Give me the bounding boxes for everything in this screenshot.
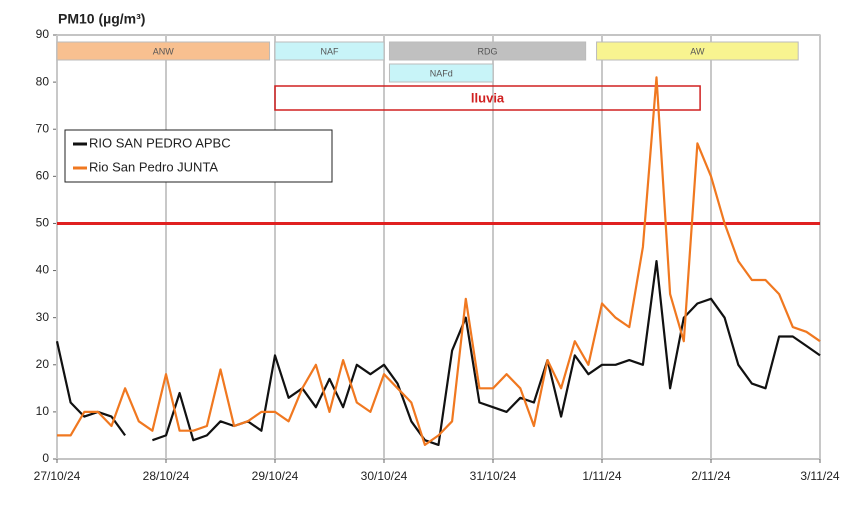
x-tick-label: 30/10/24 <box>361 469 408 483</box>
y-tick-label: 60 <box>36 169 50 183</box>
x-tick-label: 28/10/24 <box>143 469 190 483</box>
annotation-label: NAFd <box>430 68 453 78</box>
y-tick-label: 0 <box>42 451 49 465</box>
y-tick-label: 20 <box>36 357 50 371</box>
x-tick-label: 31/10/24 <box>470 469 517 483</box>
annotation-band <box>596 41 799 61</box>
annotation-band <box>56 41 271 61</box>
x-tick-label: 29/10/24 <box>252 469 299 483</box>
x-tick-label: 1/11/24 <box>582 469 621 483</box>
legend-label: Rio San Pedro JUNTA <box>89 159 218 174</box>
plot-area <box>56 34 821 460</box>
annotation-label: ANW <box>153 46 175 56</box>
annotation-label: RDG <box>478 46 498 56</box>
chart-title: PM10 (µg/m³) <box>58 11 145 27</box>
annotation-band <box>388 63 494 83</box>
annotation-band <box>388 41 587 61</box>
y-tick-label: 90 <box>36 27 50 41</box>
y-tick-label: 80 <box>36 74 50 88</box>
legend-label: RIO SAN PEDRO APBC <box>89 135 231 150</box>
y-tick-label: 50 <box>36 216 50 230</box>
x-tick-label: 3/11/24 <box>800 469 839 483</box>
legend-box <box>64 129 333 183</box>
annotation-label: NAF <box>321 46 340 56</box>
x-tick-label: 2/11/24 <box>691 469 730 483</box>
y-tick-label: 70 <box>36 121 50 135</box>
annotation-band <box>274 85 701 111</box>
data-line <box>57 76 821 446</box>
annotation-label: lluvia <box>471 90 505 105</box>
y-tick-label: 10 <box>36 404 50 418</box>
y-tick-label: 40 <box>36 263 50 277</box>
annotation-band <box>274 41 385 61</box>
x-tick-label: 27/10/24 <box>34 469 81 483</box>
y-tick-label: 30 <box>36 310 50 324</box>
annotation-label: AW <box>690 46 705 56</box>
